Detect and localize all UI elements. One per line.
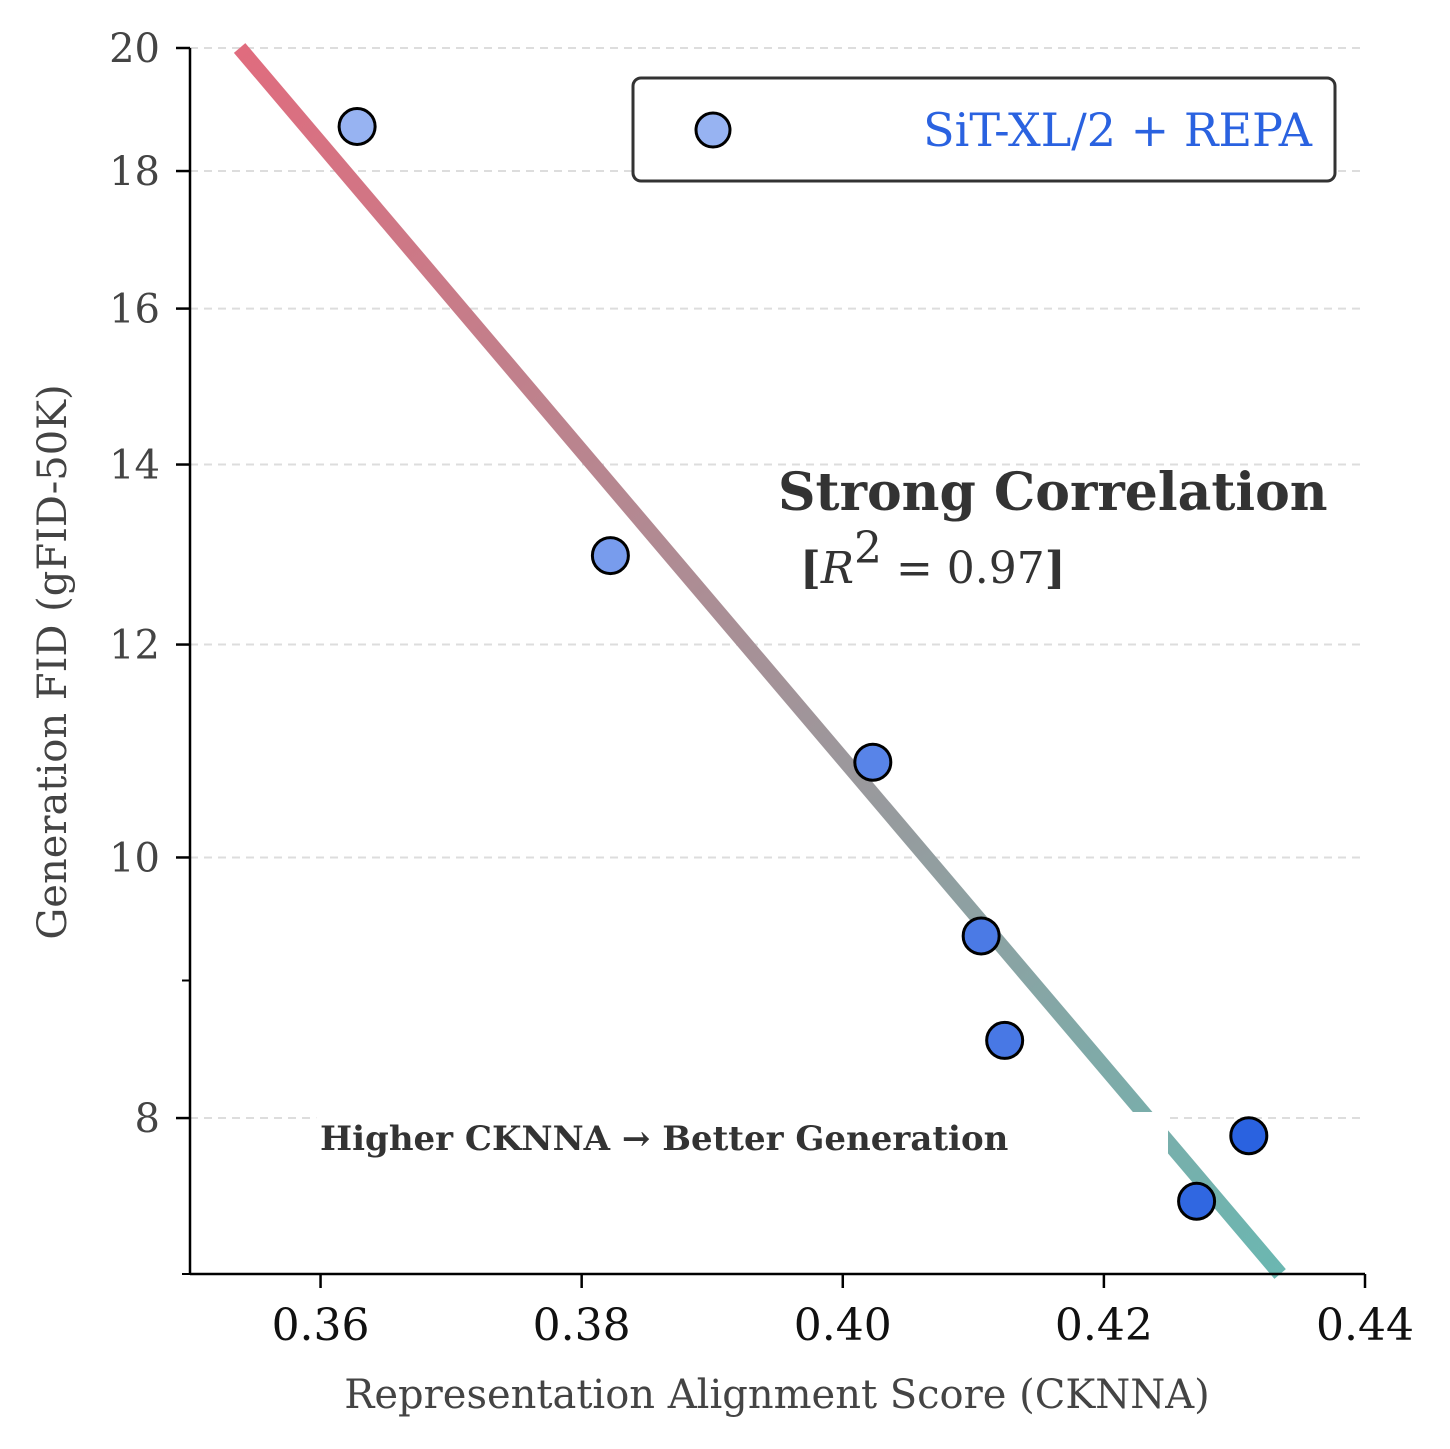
data-point-6 — [1177, 1181, 1217, 1221]
annotation-note: Higher CKNNA → Better Generation — [320, 1119, 1008, 1159]
data-point-4 — [961, 916, 1001, 956]
y-tick-label-10: 10 — [109, 835, 160, 881]
y-tick-label-12: 12 — [109, 623, 160, 669]
x-tick-label-0.38: 0.38 — [533, 1300, 631, 1351]
x-tick-label-0.40: 0.40 — [794, 1300, 892, 1351]
y-ticks: 20 18 16 14 12 10 8 — [109, 26, 190, 1275]
y-tick-label-8: 8 — [135, 1096, 160, 1142]
annotation-title: Strong Correlation — [778, 462, 1328, 523]
data-points — [337, 106, 1269, 1221]
r2-open-bracket: [ — [800, 543, 821, 594]
data-point-1 — [337, 106, 377, 146]
annotation-r2: [R2 = 0.97] — [800, 523, 1066, 594]
y-tick-label-14: 14 — [109, 443, 160, 489]
data-point-5 — [985, 1020, 1025, 1060]
legend: SiT-XL/2 + REPA — [631, 76, 1337, 183]
x-tick-label-0.42: 0.42 — [1055, 1300, 1153, 1351]
r2-symbol: R — [820, 543, 854, 594]
r2-value: = 0.97 — [882, 543, 1045, 594]
fit-line-layer — [233, 43, 1286, 1279]
r2-exponent: 2 — [854, 523, 882, 574]
data-point-7 — [1229, 1116, 1269, 1156]
y-tick-label-20: 20 — [109, 26, 160, 72]
data-point-2 — [590, 536, 630, 576]
x-ticks: 0.36 0.38 0.40 0.42 0.44 — [272, 1274, 1414, 1351]
y-tick-label-16: 16 — [109, 287, 160, 333]
r2-close-bracket: ] — [1045, 543, 1066, 594]
legend-label: SiT-XL/2 + REPA — [923, 103, 1313, 157]
note-background — [316, 1112, 1168, 1162]
y-tick-label-18: 18 — [109, 149, 160, 195]
legend-marker — [694, 111, 732, 149]
data-point-3 — [853, 742, 893, 782]
fit-line — [233, 43, 1286, 1279]
x-axis-label: Representation Alignment Score (CKNNA) — [344, 1372, 1209, 1418]
legend-box — [631, 76, 1337, 183]
x-tick-label-0.44: 0.44 — [1316, 1300, 1414, 1351]
y-axis-label: Generation FID (gFID-50K) — [30, 384, 76, 939]
x-tick-label-0.36: 0.36 — [272, 1300, 370, 1351]
